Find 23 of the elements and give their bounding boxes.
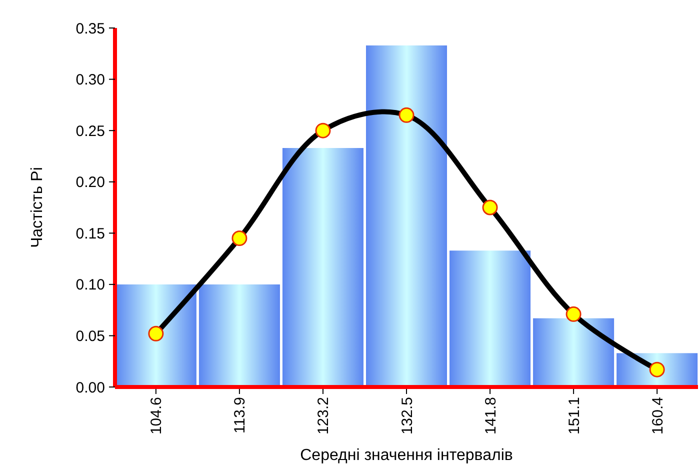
bar: [366, 45, 448, 387]
x-tick-label: 160.4: [649, 397, 666, 435]
x-tick-label: 141.8: [482, 397, 500, 435]
x-tick-label: 104.6: [148, 397, 166, 435]
bar: [533, 318, 614, 387]
bar: [282, 148, 364, 387]
y-tick-label: 0.00: [76, 379, 105, 396]
y-tick-label: 0.20: [76, 174, 105, 192]
x-tick-label: 151.1: [566, 397, 583, 435]
y-tick-label: 0.10: [76, 276, 105, 294]
bar: [115, 284, 196, 387]
y-axis-title: Частість Pi: [29, 167, 46, 248]
y-tick-label: 0.25: [76, 122, 105, 140]
y-tick-label: 0.05: [76, 328, 105, 345]
y-tick-label: 0.15: [76, 225, 105, 242]
x-tick-label: 132.5: [398, 397, 416, 435]
x-axis-title: Середні значення інтервалів: [300, 447, 513, 464]
x-tick-label: 123.2: [315, 397, 332, 435]
bar: [198, 284, 280, 387]
y-tick-label: 0.35: [76, 20, 105, 38]
y-tick-label: 0.30: [76, 72, 105, 89]
x-tick-label: 113.9: [232, 397, 249, 434]
bar: [450, 250, 531, 387]
